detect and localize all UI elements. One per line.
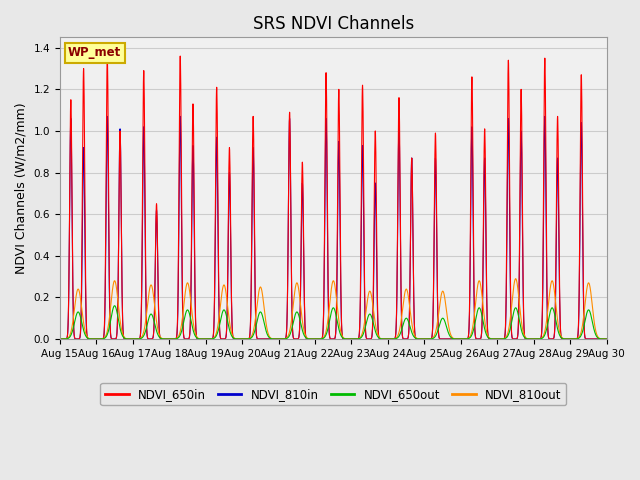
NDVI_810out: [56, 336, 64, 342]
NDVI_650out: [118, 333, 126, 338]
NDVI_650in: [592, 336, 600, 342]
Line: NDVI_810out: NDVI_810out: [60, 279, 607, 339]
NDVI_650in: [177, 53, 184, 59]
NDVI_650in: [266, 336, 273, 342]
NDVI_650out: [533, 336, 541, 342]
NDVI_810out: [512, 276, 520, 282]
Line: NDVI_810in: NDVI_810in: [60, 116, 607, 339]
NDVI_650out: [266, 335, 273, 341]
NDVI_810in: [104, 113, 111, 119]
NDVI_810in: [289, 335, 297, 341]
NDVI_810in: [56, 336, 64, 342]
Y-axis label: NDVI Channels (W/m2/mm): NDVI Channels (W/m2/mm): [15, 102, 28, 274]
NDVI_650out: [111, 303, 118, 309]
NDVI_650in: [603, 336, 611, 342]
NDVI_810out: [592, 329, 600, 335]
NDVI_650in: [56, 336, 64, 342]
NDVI_650out: [151, 322, 159, 327]
NDVI_810out: [151, 303, 159, 309]
Legend: NDVI_650in, NDVI_810in, NDVI_650out, NDVI_810out: NDVI_650in, NDVI_810in, NDVI_650out, NDV…: [100, 383, 566, 406]
Line: NDVI_650out: NDVI_650out: [60, 306, 607, 339]
NDVI_810in: [592, 336, 600, 342]
NDVI_810in: [266, 336, 273, 342]
Text: WP_met: WP_met: [68, 47, 122, 60]
NDVI_650out: [289, 319, 297, 324]
NDVI_810in: [118, 310, 126, 315]
NDVI_650in: [151, 296, 159, 302]
Line: NDVI_650in: NDVI_650in: [60, 56, 607, 339]
NDVI_650out: [56, 336, 64, 342]
NDVI_810out: [118, 330, 126, 336]
NDVI_810out: [289, 302, 297, 308]
NDVI_650in: [533, 336, 541, 342]
NDVI_650in: [289, 335, 297, 341]
NDVI_810out: [266, 334, 273, 339]
NDVI_810in: [533, 336, 541, 342]
NDVI_810in: [151, 288, 159, 294]
NDVI_810out: [603, 336, 611, 342]
NDVI_810in: [603, 336, 611, 342]
NDVI_810out: [533, 336, 541, 342]
Title: SRS NDVI Channels: SRS NDVI Channels: [253, 15, 414, 33]
NDVI_650out: [592, 333, 600, 338]
NDVI_650in: [118, 300, 126, 306]
NDVI_650out: [603, 336, 611, 342]
